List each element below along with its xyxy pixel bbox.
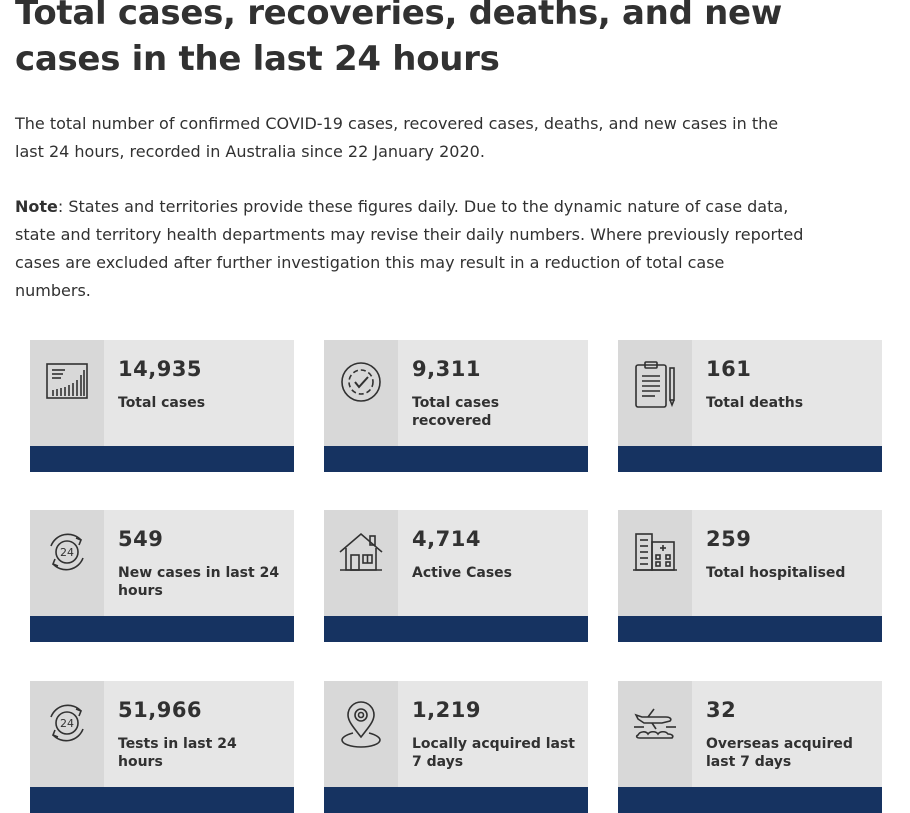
card-accent-bar (30, 616, 294, 642)
stat-label: Active Cases (412, 565, 513, 581)
stat-card-tests-24h: 24 51,966 Tests in last 24 hours (30, 681, 294, 813)
page-title: Total cases, recoveries, deaths, and new… (15, 0, 782, 79)
stat-label: Overseas acquired last 7 days (706, 736, 853, 770)
svg-text:24: 24 (60, 717, 74, 730)
stat-card-total-deaths: 161 Total deaths (618, 340, 882, 472)
card-accent-bar (30, 787, 294, 813)
card-accent-bar (324, 446, 588, 472)
note-body: : States and territories provide these f… (15, 197, 804, 300)
stat-label: Total deaths (706, 395, 804, 411)
stat-card-overseas-acquired: 32 Overseas acquired last 7 days (618, 681, 882, 813)
bar-chart-icon (30, 340, 104, 446)
stat-card-total-hospitalised: 259 Total hospitalised (618, 510, 882, 642)
location-pin-icon (324, 681, 398, 787)
stat-value: 9,311 (412, 357, 481, 381)
clipboard-icon (618, 340, 692, 446)
stat-value: 549 (118, 527, 164, 551)
intro-text: The total number of confirmed COVID-19 c… (15, 114, 779, 161)
stat-card-total-recovered: 9,311 Total cases recovered (324, 340, 588, 472)
stat-value: 32 (706, 698, 737, 722)
card-accent-bar (324, 616, 588, 642)
stat-value: 4,714 (412, 527, 481, 551)
house-icon (324, 510, 398, 616)
stat-value: 1,219 (412, 698, 481, 722)
stat-value: 259 (706, 527, 752, 551)
stat-label: New cases in last 24 hours (118, 565, 280, 599)
hospital-icon (618, 510, 692, 616)
24-hours-icon: 24 (30, 510, 104, 616)
stat-label: Total cases (118, 395, 206, 411)
card-accent-bar (618, 446, 882, 472)
card-accent-bar (618, 616, 882, 642)
stat-card-total-cases: 14,935 Total cases (30, 340, 294, 472)
24-hours-icon: 24 (30, 681, 104, 787)
stat-label: Tests in last 24 hours (118, 736, 237, 770)
stat-card-new-cases-24h: 24 549 New cases in last 24 hours (30, 510, 294, 642)
stat-card-locally-acquired: 1,219 Locally acquired last 7 days (324, 681, 588, 813)
card-accent-bar (30, 446, 294, 472)
stat-value: 161 (706, 357, 752, 381)
stat-value: 14,935 (118, 357, 203, 381)
check-circle-icon (324, 340, 398, 446)
stat-label: Total hospitalised (706, 565, 846, 581)
stat-value: 51,966 (118, 698, 203, 722)
airplane-icon (618, 681, 692, 787)
card-accent-bar (618, 787, 882, 813)
svg-text:24: 24 (60, 546, 74, 559)
stat-label: Total cases recovered (412, 395, 500, 429)
note-label: Note (15, 197, 58, 216)
stat-label: Locally acquired last 7 days (412, 736, 575, 770)
stat-card-active-cases: 4,714 Active Cases (324, 510, 588, 642)
note-text: Note: States and territories provide the… (15, 193, 805, 305)
card-accent-bar (324, 787, 588, 813)
